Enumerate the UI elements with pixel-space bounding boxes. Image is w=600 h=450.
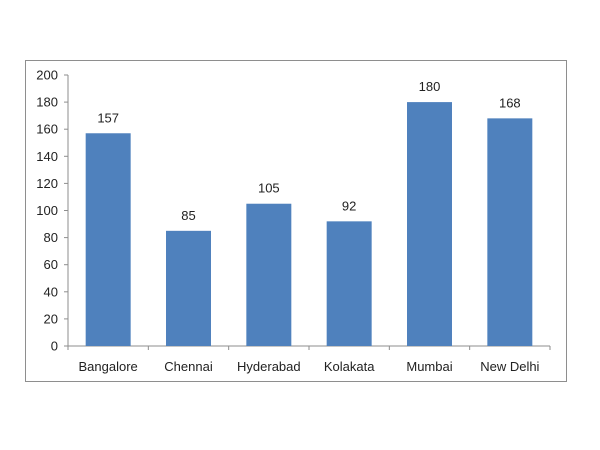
y-tick-label: 160 (36, 122, 58, 137)
data-label: 92 (342, 198, 356, 213)
y-tick-label: 100 (36, 203, 58, 218)
bar (326, 221, 372, 346)
bar (166, 230, 211, 346)
category-label: Mumbai (406, 359, 452, 374)
bar (85, 133, 131, 346)
y-tick-label: 0 (51, 339, 58, 354)
y-tick-label: 40 (44, 284, 58, 299)
data-label: 168 (499, 95, 521, 110)
category-label: Bangalore (79, 359, 138, 374)
y-tick-label: 140 (36, 149, 58, 164)
y-tick-label: 60 (44, 257, 58, 272)
data-label: 85 (181, 208, 195, 223)
category-labels: Bangalore Chennai Hyderabad Kolakata Mumbai N… (79, 359, 540, 374)
category-label: Chennai (164, 359, 213, 374)
data-label: 157 (97, 110, 119, 125)
y-tick-label: 180 (36, 95, 58, 110)
data-labels: 157 85 105 92 180 168 (97, 79, 520, 223)
bar (246, 203, 292, 346)
bar (407, 102, 452, 346)
data-label: 180 (419, 79, 441, 94)
y-tick-label: 120 (36, 176, 58, 191)
y-tick-label: 200 (36, 68, 58, 83)
bar (487, 118, 533, 346)
category-label: Hyderabad (237, 359, 301, 374)
category-label: Kolakata (324, 359, 375, 374)
chart-axes (67, 75, 551, 350)
bars (85, 102, 533, 346)
y-axis-ticks: 0 20 40 60 80 100 120 140 160 180 200 (36, 68, 68, 354)
category-label: New Delhi (480, 359, 539, 374)
y-tick-label: 20 (44, 311, 58, 326)
y-tick-label: 80 (44, 230, 58, 245)
data-label: 105 (258, 181, 280, 196)
